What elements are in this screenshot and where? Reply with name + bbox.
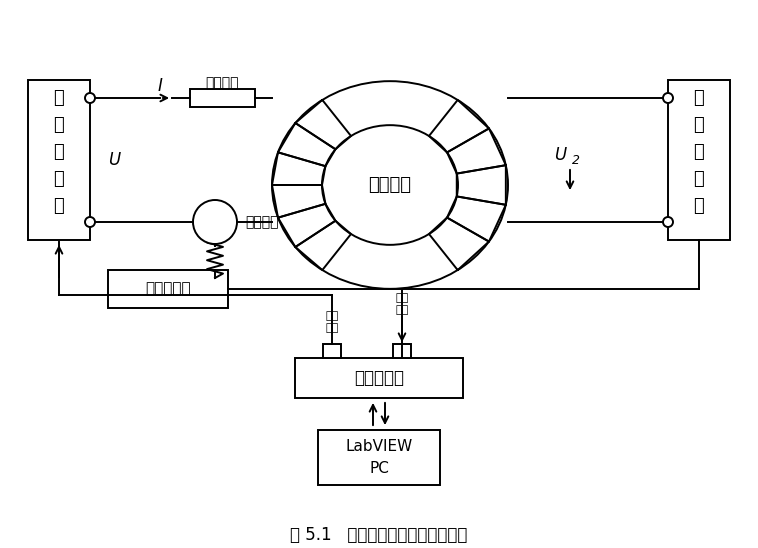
Text: PC: PC bbox=[369, 461, 389, 476]
Bar bbox=[323, 344, 341, 358]
Circle shape bbox=[663, 93, 673, 103]
Text: 器: 器 bbox=[54, 197, 64, 215]
Bar bbox=[108, 270, 228, 308]
Text: I: I bbox=[158, 77, 162, 95]
Text: 器: 器 bbox=[694, 197, 704, 215]
Text: 大: 大 bbox=[54, 170, 64, 188]
Text: 2: 2 bbox=[572, 153, 580, 167]
Bar bbox=[318, 430, 440, 485]
Circle shape bbox=[85, 217, 95, 227]
Bar bbox=[190, 89, 255, 107]
Text: U: U bbox=[554, 146, 566, 164]
Text: 前置放大器: 前置放大器 bbox=[146, 282, 191, 296]
Text: 功: 功 bbox=[54, 89, 64, 107]
Text: 图 5.1   一维磁特性测量系统结构图: 图 5.1 一维磁特性测量系统结构图 bbox=[290, 526, 468, 544]
Text: 放: 放 bbox=[54, 143, 64, 161]
Text: 率: 率 bbox=[54, 116, 64, 134]
Circle shape bbox=[663, 217, 673, 227]
Text: LabVIEW: LabVIEW bbox=[346, 439, 412, 454]
Text: U: U bbox=[108, 151, 120, 169]
Bar bbox=[28, 80, 90, 240]
Text: 输入
通道: 输入 通道 bbox=[396, 293, 409, 315]
Text: 置: 置 bbox=[694, 116, 704, 134]
Text: 输出
通道: 输出 通道 bbox=[325, 311, 339, 333]
Text: 环形样件: 环形样件 bbox=[368, 176, 412, 194]
Text: 数据采集卡: 数据采集卡 bbox=[354, 369, 404, 387]
Bar bbox=[668, 80, 730, 240]
Ellipse shape bbox=[322, 125, 458, 245]
Circle shape bbox=[85, 93, 95, 103]
Text: 大: 大 bbox=[694, 170, 704, 188]
Ellipse shape bbox=[272, 81, 508, 289]
Text: 保护电阻: 保护电阻 bbox=[205, 76, 240, 90]
Text: 电流探头: 电流探头 bbox=[245, 215, 278, 229]
Circle shape bbox=[193, 200, 237, 244]
Text: 前: 前 bbox=[694, 89, 704, 107]
Bar bbox=[393, 344, 411, 358]
Text: 放: 放 bbox=[694, 143, 704, 161]
Bar bbox=[295, 358, 463, 398]
